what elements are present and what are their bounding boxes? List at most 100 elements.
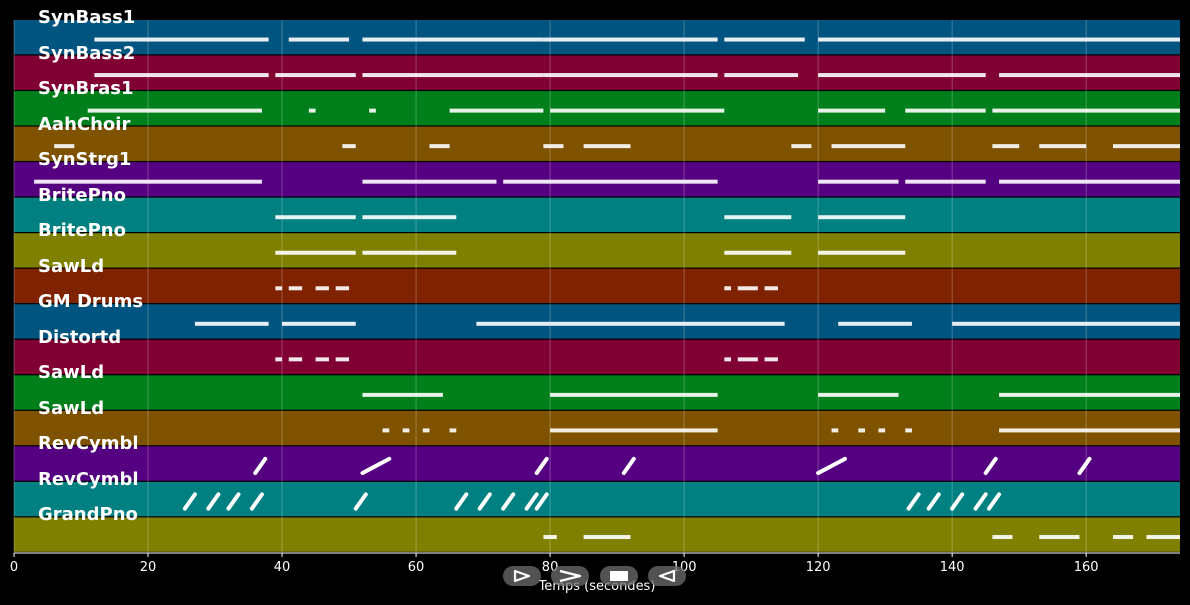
track-label: RevCymbl bbox=[38, 468, 139, 490]
track-label: SawLd bbox=[38, 255, 105, 277]
note-segment bbox=[449, 108, 544, 113]
track-band bbox=[14, 410, 1180, 446]
note-segment bbox=[831, 144, 906, 149]
note-segment bbox=[342, 144, 356, 149]
play-reverse-outline-icon bbox=[658, 569, 676, 583]
note-segment bbox=[275, 215, 356, 220]
note-segment bbox=[362, 215, 457, 220]
note-segment bbox=[402, 428, 410, 433]
note-segment bbox=[737, 286, 758, 291]
note-segment bbox=[818, 215, 906, 220]
track-label: SynStrg1 bbox=[38, 149, 132, 171]
note-slide bbox=[621, 456, 636, 476]
track-band bbox=[14, 20, 1180, 55]
track-band bbox=[14, 375, 1180, 410]
track-label: SawLd bbox=[38, 397, 105, 419]
note-slide bbox=[906, 492, 921, 511]
play-forward-button[interactable] bbox=[503, 566, 541, 586]
track-band bbox=[14, 304, 1180, 339]
note-slide bbox=[926, 492, 941, 511]
stop-button[interactable] bbox=[600, 566, 638, 586]
x-tick-label: 40 bbox=[273, 560, 291, 575]
note-slide bbox=[360, 456, 392, 476]
note-segment bbox=[1112, 535, 1134, 540]
note-segment bbox=[362, 37, 544, 42]
note-segment bbox=[952, 321, 1180, 326]
note-segment bbox=[737, 357, 758, 362]
note-slide bbox=[477, 492, 492, 511]
track-label: AahChoir bbox=[38, 113, 131, 135]
note-segment bbox=[831, 428, 839, 433]
note-segment bbox=[288, 286, 303, 291]
note-segment bbox=[905, 108, 986, 113]
note-segment bbox=[550, 108, 725, 113]
fast-forward-button[interactable] bbox=[551, 566, 589, 586]
note-segment bbox=[764, 286, 778, 291]
note-segment bbox=[288, 357, 303, 362]
note-segment bbox=[543, 535, 557, 540]
note-segment bbox=[992, 535, 1013, 540]
note-segment bbox=[724, 250, 792, 255]
rewind-button[interactable] bbox=[648, 566, 686, 586]
note-segment bbox=[369, 108, 376, 113]
track-label: GM Drums bbox=[38, 291, 144, 313]
note-segment bbox=[818, 179, 899, 184]
x-tick-label: 160 bbox=[1073, 560, 1099, 575]
note-segment bbox=[999, 428, 1180, 433]
note-slide bbox=[973, 492, 988, 511]
note-segment bbox=[87, 108, 262, 113]
track-label: Distortd bbox=[38, 326, 122, 348]
x-tick-label: 0 bbox=[9, 560, 19, 575]
note-segment bbox=[999, 73, 1180, 78]
note-segment bbox=[583, 144, 631, 149]
note-segment bbox=[543, 144, 564, 149]
track-label: GrandPno bbox=[38, 504, 138, 526]
note-slide bbox=[983, 456, 998, 476]
track-label: BritePno bbox=[38, 220, 126, 242]
note-segment bbox=[275, 357, 283, 362]
note-slide bbox=[182, 492, 197, 511]
note-segment bbox=[282, 321, 356, 326]
note-slide bbox=[1077, 456, 1092, 476]
note-segment bbox=[818, 108, 886, 113]
note-segment bbox=[362, 179, 497, 184]
note-segment bbox=[308, 108, 316, 113]
note-slide bbox=[950, 492, 965, 511]
note-segment bbox=[94, 37, 269, 42]
note-segment bbox=[818, 250, 906, 255]
note-segment bbox=[818, 392, 899, 397]
note-segment bbox=[1112, 144, 1180, 149]
note-segment bbox=[476, 321, 551, 326]
note-segment bbox=[992, 144, 1020, 149]
x-tick-label: 60 bbox=[407, 560, 425, 575]
track-band bbox=[14, 233, 1180, 268]
note-slide bbox=[206, 492, 221, 511]
note-segment bbox=[449, 428, 457, 433]
note-segment bbox=[550, 428, 718, 433]
chevron-right-icon bbox=[559, 569, 582, 583]
note-segment bbox=[543, 37, 718, 42]
track-label: BritePno bbox=[38, 184, 126, 206]
note-segment bbox=[335, 357, 350, 362]
note-segment bbox=[275, 250, 356, 255]
note-segment bbox=[724, 357, 732, 362]
note-segment bbox=[94, 73, 269, 78]
note-segment bbox=[362, 250, 457, 255]
stop-icon bbox=[610, 571, 628, 581]
note-slide bbox=[524, 492, 539, 511]
note-segment bbox=[315, 357, 329, 362]
note-slide bbox=[253, 456, 268, 476]
note-segment bbox=[288, 37, 350, 42]
note-segment bbox=[382, 428, 390, 433]
note-segment bbox=[550, 321, 785, 326]
note-segment bbox=[422, 428, 430, 433]
track-band bbox=[14, 446, 1180, 481]
note-segment bbox=[1146, 535, 1180, 540]
note-segment bbox=[818, 73, 986, 78]
note-segment bbox=[275, 286, 283, 291]
track-label: SynBras1 bbox=[38, 78, 134, 100]
note-segment bbox=[550, 392, 718, 397]
x-tick-label: 120 bbox=[805, 560, 831, 575]
note-segment bbox=[1039, 535, 1080, 540]
note-slide bbox=[353, 492, 368, 511]
